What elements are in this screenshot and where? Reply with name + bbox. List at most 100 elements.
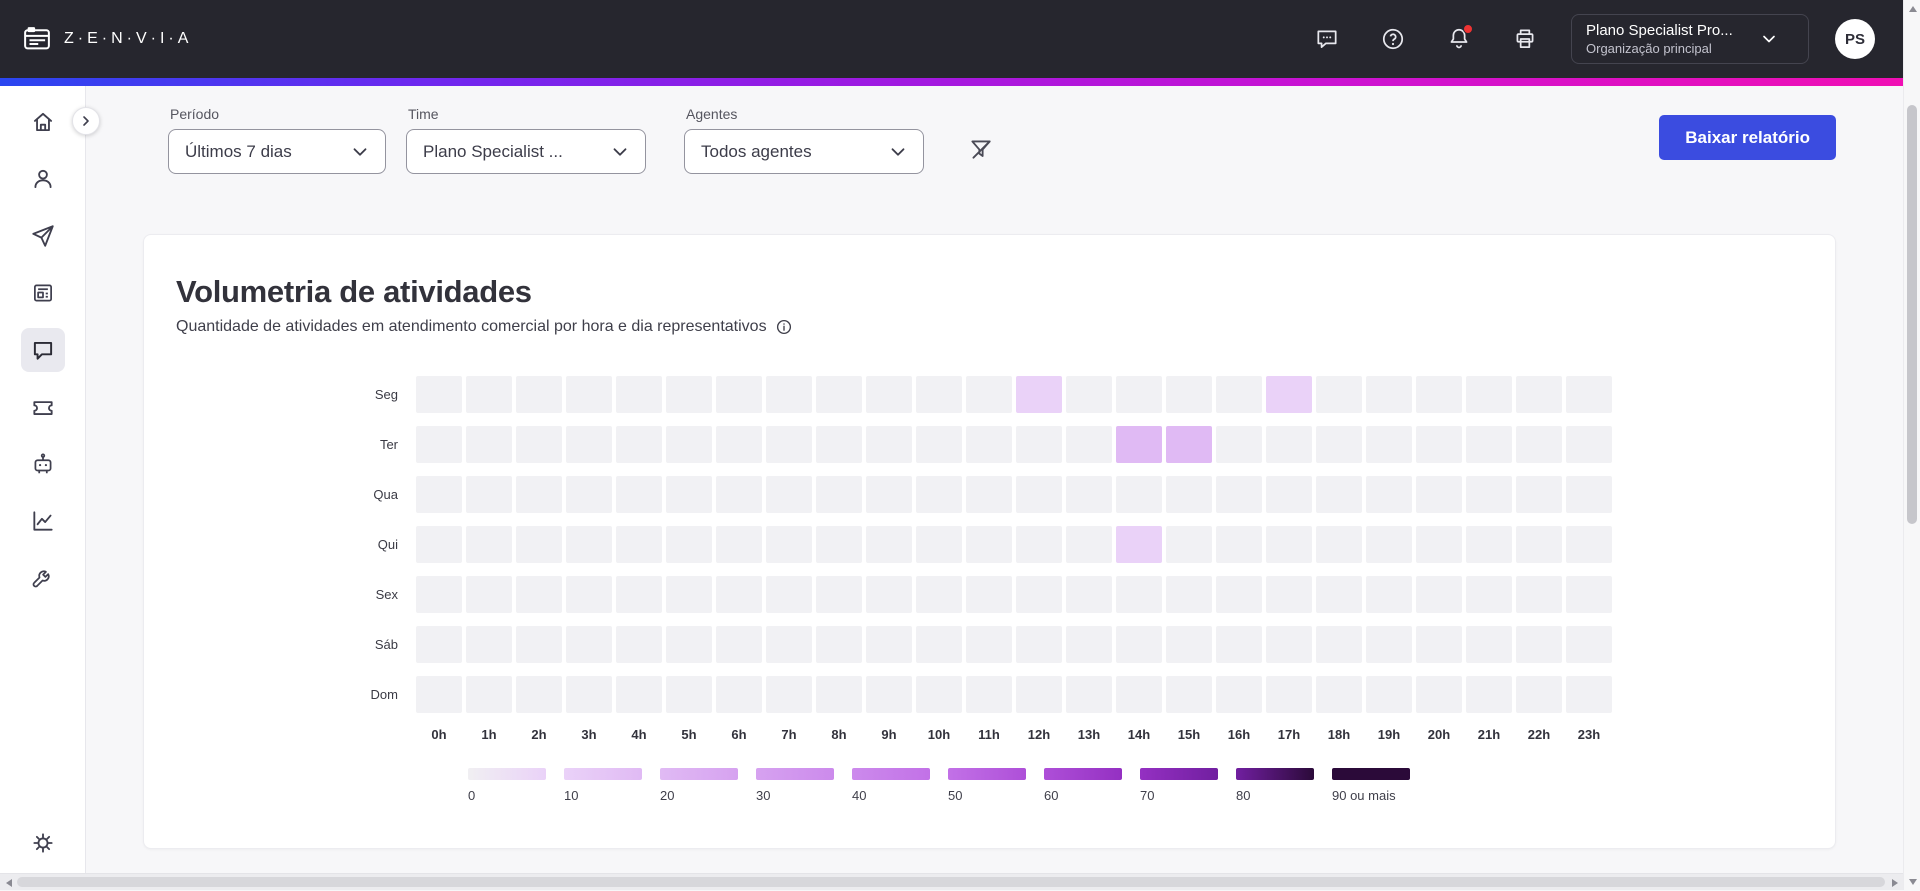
- hour-label: 15h: [1177, 727, 1201, 742]
- heatmap-cell-Sex-23h: [1566, 576, 1612, 613]
- filters-row: Período Últimos 7 dias Time Plano Specia…: [86, 86, 1903, 174]
- print-icon[interactable]: [1505, 19, 1545, 59]
- chevron-right-icon: [83, 116, 89, 126]
- avatar[interactable]: PS: [1835, 19, 1875, 59]
- sidebar-item-ticket[interactable]: [21, 385, 65, 429]
- legend-swatch: [564, 768, 642, 780]
- heatmap-cell-Sáb-8h: [816, 626, 862, 663]
- heatmap-cell-Ter-10h: [916, 426, 962, 463]
- horizontal-scrollbar[interactable]: [0, 873, 1903, 890]
- hour-label: 17h: [1277, 727, 1301, 742]
- sidebar-item-analytics[interactable]: [21, 499, 65, 543]
- heatmap-cell-Qui-9h: [866, 526, 912, 563]
- heatmap-cell-Seg-1h: [466, 376, 512, 413]
- heatmap-cell-Dom-3h: [566, 676, 612, 713]
- sidebar-item-tools[interactable]: [21, 556, 65, 600]
- heatmap-cell-Qua-2h: [516, 476, 562, 513]
- person-icon: [33, 169, 52, 189]
- sidebar-item-chat[interactable]: [20, 328, 65, 372]
- heatmap-cell-Ter-3h: [566, 426, 612, 463]
- hour-label: 21h: [1477, 727, 1501, 742]
- clear-filters-icon[interactable]: [966, 134, 996, 164]
- conversations-icon[interactable]: [1307, 19, 1347, 59]
- scroll-right-arrow[interactable]: [1886, 874, 1903, 891]
- heatmap-cell-Dom-2h: [516, 676, 562, 713]
- day-label: Qui: [377, 537, 398, 552]
- sidebar-item-send[interactable]: [21, 214, 65, 258]
- heatmap-cell-Seg-15h: [1166, 376, 1212, 413]
- heatmap-row-Sex: Sex: [176, 576, 1805, 613]
- hour-label: 6h: [731, 727, 747, 742]
- sidebar-item-contacts[interactable]: [21, 157, 65, 201]
- heatmap-cell-Qui-3h: [566, 526, 612, 563]
- avatar-initials: PS: [1844, 30, 1865, 48]
- tools-icon: [32, 570, 50, 588]
- heatmap-cell-Sáb-22h: [1516, 626, 1562, 663]
- heatmap-cell-Dom-11h: [966, 676, 1012, 713]
- heatmap-cell-Sex-4h: [616, 576, 662, 613]
- heatmap-cell-Dom-7h: [766, 676, 812, 713]
- notification-badge: [1463, 24, 1473, 34]
- heatmap-cell-Dom-4h: [616, 676, 662, 713]
- legend-item: 50: [948, 768, 1026, 803]
- heatmap-cell-Dom-18h: [1316, 676, 1362, 713]
- card-subtitle: Quantidade de atividades em atendimento …: [176, 318, 767, 335]
- legend-label: 70: [1140, 788, 1155, 803]
- help-icon[interactable]: [1373, 19, 1413, 59]
- heatmap-cell-Sex-5h: [666, 576, 712, 613]
- bot-icon: [34, 453, 51, 474]
- legend-swatch: [852, 768, 930, 780]
- heatmap-cell-Sex-11h: [966, 576, 1012, 613]
- scroll-left-arrow[interactable]: [0, 874, 17, 891]
- scroll-up-arrow[interactable]: [1904, 0, 1920, 17]
- heatmap-cell-Qua-12h: [1016, 476, 1062, 513]
- chevron-down-icon: [887, 141, 909, 163]
- heatmap-cell-Sex-16h: [1216, 576, 1262, 613]
- organization-selector[interactable]: Plano Specialist Pro... Organização prin…: [1571, 14, 1809, 64]
- vertical-scrollbar-thumb[interactable]: [1907, 105, 1917, 524]
- info-icon[interactable]: [775, 318, 793, 336]
- sidebar-item-bot[interactable]: [21, 442, 65, 486]
- heatmap-cell-Ter-6h: [716, 426, 762, 463]
- heatmap-cell-Qua-9h: [866, 476, 912, 513]
- heatmap-cell-Ter-22h: [1516, 426, 1562, 463]
- sidebar-item-home[interactable]: [21, 100, 65, 144]
- vertical-scrollbar[interactable]: [1903, 0, 1920, 890]
- period-select[interactable]: Últimos 7 dias: [168, 129, 386, 174]
- heatmap-cell-Ter-4h: [616, 426, 662, 463]
- heatmap-cell-Seg-0h: [416, 376, 462, 413]
- heatmap-cell-Dom-21h: [1466, 676, 1512, 713]
- team-select[interactable]: Plano Specialist ...: [406, 129, 646, 174]
- sidebar-item-news[interactable]: [21, 271, 65, 315]
- agents-select[interactable]: Todos agentes: [684, 129, 924, 174]
- heatmap-cell-Dom-14h: [1116, 676, 1162, 713]
- heatmap-cell-Sex-1h: [466, 576, 512, 613]
- notifications-bell-icon[interactable]: [1439, 19, 1479, 59]
- chevron-down-icon: [609, 141, 631, 163]
- hour-label: 1h: [481, 727, 497, 742]
- heatmap-cell-Qui-2h: [516, 526, 562, 563]
- heatmap-hour-axis: 0h 1h 2h 3h 4h 5h 6h 7h 8h 9h 10h 11h 12h 13h 14h 15h 16…: [176, 727, 1805, 742]
- heatmap-cell-Qua-5h: [666, 476, 712, 513]
- heatmap-cell-Qua-21h: [1466, 476, 1512, 513]
- heatmap-cell-Sáb-2h: [516, 626, 562, 663]
- hour-label: 23h: [1577, 727, 1601, 742]
- activity-volume-card: Volumetria de atividades Quantidade de a…: [143, 234, 1836, 849]
- heatmap-cell-Qui-0h: [416, 526, 462, 563]
- heatmap-cell-Ter-7h: [766, 426, 812, 463]
- sidebar-item-settings[interactable]: [21, 821, 65, 865]
- heatmap-cell-Sex-3h: [566, 576, 612, 613]
- scroll-down-arrow[interactable]: [1904, 873, 1920, 890]
- heatmap-cell-Sex-20h: [1416, 576, 1462, 613]
- horizontal-scrollbar-thumb[interactable]: [17, 877, 1885, 887]
- heatmap-cell-Dom-20h: [1416, 676, 1462, 713]
- sidebar-expand-button[interactable]: [72, 107, 100, 135]
- heatmap-cell-Qui-5h: [666, 526, 712, 563]
- download-report-button[interactable]: Baixar relatório: [1659, 115, 1836, 160]
- heatmap-cell-Ter-16h: [1216, 426, 1262, 463]
- heatmap-cell-Qui-8h: [816, 526, 862, 563]
- chevron-down-icon: [349, 141, 371, 163]
- heatmap-cell-Seg-19h: [1366, 376, 1412, 413]
- heatmap-cell-Seg-14h: [1116, 376, 1162, 413]
- heatmap-cell-Sáb-10h: [916, 626, 962, 663]
